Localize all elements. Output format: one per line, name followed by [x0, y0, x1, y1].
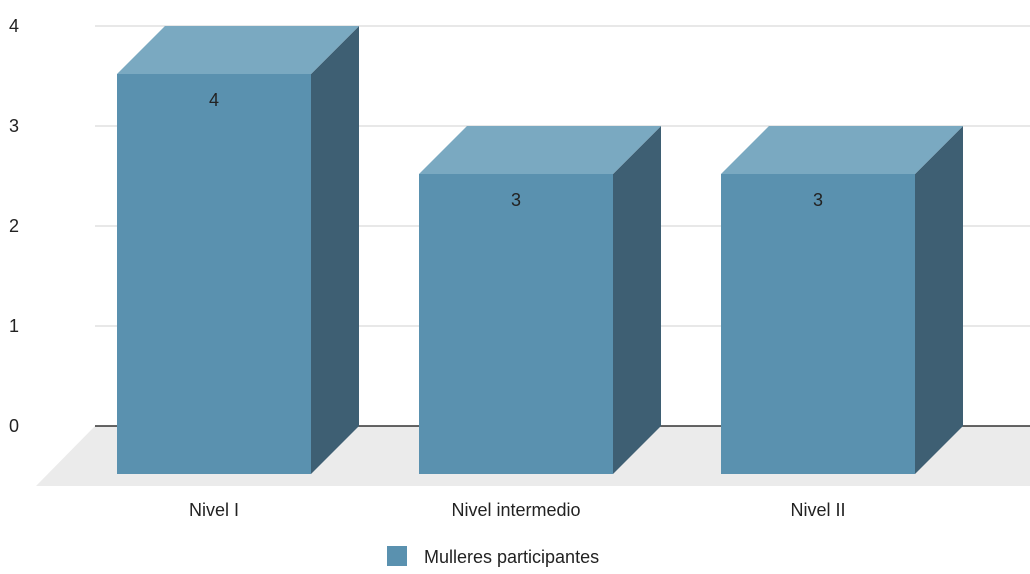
y-tick-label: 2	[9, 216, 19, 236]
bar	[419, 126, 661, 474]
bar-front-face	[419, 174, 613, 474]
x-category-label: Nivel I	[189, 500, 239, 520]
legend: Mulleres participantes	[387, 546, 599, 567]
bar-front-face	[117, 74, 311, 474]
bar	[721, 126, 963, 474]
y-tick-label: 1	[9, 316, 19, 336]
data-label: 3	[813, 190, 823, 210]
y-tick-label: 3	[9, 116, 19, 136]
bar-side-face	[311, 26, 359, 474]
bars-layer	[117, 26, 963, 474]
legend-swatch	[387, 546, 407, 566]
bar-top-face	[721, 126, 963, 174]
bar-front-face	[721, 174, 915, 474]
legend-label: Mulleres participantes	[424, 547, 599, 567]
x-category-label: Nivel II	[790, 500, 845, 520]
bar	[117, 26, 359, 474]
bar-top-face	[419, 126, 661, 174]
data-label: 3	[511, 190, 521, 210]
y-tick-label: 0	[9, 416, 19, 436]
data-label: 4	[209, 90, 219, 110]
bar-top-face	[117, 26, 359, 74]
x-category-label: Nivel intermedio	[451, 500, 580, 520]
bar-side-face	[915, 126, 963, 474]
bar-side-face	[613, 126, 661, 474]
labels-layer: 4 Nivel I 3 Nivel intermedio 3 Nivel II	[189, 90, 846, 520]
y-tick-label: 4	[9, 16, 19, 36]
